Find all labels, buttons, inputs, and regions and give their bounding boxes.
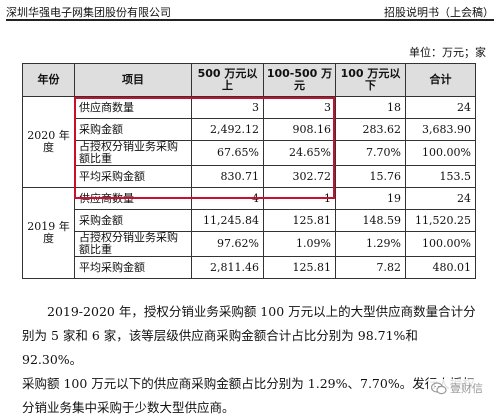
value-cell: 1	[263, 187, 336, 210]
paragraph-line: 2019-2020 年，授权分销业务采购额 100 万元以上的大型供应商数量合计…	[47, 304, 476, 319]
watermark: 壹财信	[428, 379, 486, 397]
item-cell: 供应商数量	[74, 187, 192, 210]
table-row: 平均采购金额 830.71 302.72 15.76 153.5	[23, 165, 476, 188]
item-cell: 采购金额	[74, 209, 192, 232]
value-cell: 908.16	[263, 118, 336, 141]
value-cell: 97.62%	[191, 231, 264, 257]
value-cell: 7.70%	[335, 140, 406, 166]
table-row: 2020 年度 供应商数量 3 3 18 24	[22, 96, 476, 188]
table-row: 占授权分销业务采购额比重 67.65% 24.65% 7.70% 100.00%	[23, 140, 476, 166]
value-cell: 1.29%	[335, 231, 406, 257]
value-cell: 830.71	[191, 165, 264, 188]
column-header-item: 项目	[74, 63, 192, 97]
table-row: 平均采购金额 2,811.46 125.81 7.82 480.01	[23, 256, 476, 279]
value-cell: 148.59	[335, 209, 406, 232]
table-row: 2019 年度 供应商数量 4 1 19 24	[22, 187, 476, 279]
value-cell: 153.5	[405, 165, 476, 188]
value-cell: 4	[191, 187, 264, 210]
page-header: 深圳华强电子网集团股份有限公司 招股说明书（上会稿）	[6, 2, 494, 20]
paragraph-line: 采购额 100 万元以下的供应商采购金额占比分别为 1.29%、7.70%。发行…	[22, 376, 475, 391]
value-cell: 3,683.90	[405, 118, 476, 141]
value-cell: 15.76	[335, 165, 406, 188]
paragraph-line: 分销业务集中采购于少数大型供应商。	[22, 400, 235, 415]
header-divider	[6, 19, 494, 21]
watermark-text: 壹财信	[450, 382, 483, 395]
value-cell: 125.81	[263, 209, 336, 232]
value-cell: 2,492.12	[191, 118, 264, 141]
value-cell: 24	[405, 187, 476, 210]
table-row: 采购金额 11,245.84 125.81 148.59 11,520.25	[23, 209, 476, 232]
company-name: 深圳华强电子网集团股份有限公司	[6, 6, 171, 19]
column-header-100-500: 100-500 万元	[263, 63, 336, 97]
item-cell: 平均采购金额	[74, 256, 192, 279]
value-cell: 2,811.46	[191, 256, 264, 279]
column-header-over-500: 500 万元以上	[191, 63, 264, 97]
value-cell: 24	[405, 96, 476, 119]
value-cell: 18	[335, 96, 406, 119]
item-cell: 供应商数量	[74, 96, 192, 119]
value-cell: 100.00%	[405, 140, 476, 166]
value-cell: 125.81	[263, 256, 336, 279]
value-cell: 24.65%	[263, 140, 336, 166]
value-cell: 3	[263, 96, 336, 119]
table-row: 采购金额 2,492.12 908.16 283.62 3,683.90	[23, 118, 476, 141]
unit-label: 单位：万元；家	[409, 46, 486, 59]
value-cell: 302.72	[263, 165, 336, 188]
item-cell: 占授权分销业务采购额比重	[74, 231, 192, 257]
value-cell: 1.09%	[263, 231, 336, 257]
column-header-year: 年份	[22, 63, 75, 97]
value-cell: 11,245.84	[191, 209, 264, 232]
document-title: 招股说明书（上会稿）	[384, 6, 494, 19]
value-cell: 7.82	[335, 256, 406, 279]
year-cell: 2019 年度	[22, 187, 75, 279]
table-row: 占授权分销业务采购额比重 97.62% 1.09% 1.29% 100.00%	[23, 231, 476, 257]
value-cell: 67.65%	[191, 140, 264, 166]
value-cell: 283.62	[335, 118, 406, 141]
value-cell: 100.00%	[405, 231, 476, 257]
table-header-row: 年份 项目 500 万元以上 100-500 万元 100 万元以下 合计	[22, 63, 476, 97]
value-cell: 3	[191, 96, 264, 119]
value-cell: 480.01	[405, 256, 476, 279]
column-header-under-100: 100 万元以下	[335, 63, 406, 97]
item-cell: 平均采购金额	[74, 165, 192, 188]
item-cell: 占授权分销业务采购额比重	[74, 140, 192, 166]
wechat-icon	[431, 381, 447, 394]
paragraph-line: 别为 5 家和 6 家，该等层级供应商采购金额合计占比分别为 98.71%和 9…	[22, 328, 418, 367]
value-cell: 19	[335, 187, 406, 210]
body-paragraph: 2019-2020 年，授权分销业务采购额 100 万元以上的大型供应商数量合计…	[22, 300, 482, 420]
item-cell: 采购金额	[74, 118, 192, 141]
year-cell: 2020 年度	[22, 96, 75, 188]
supplier-table: 年份 项目 500 万元以上 100-500 万元 100 万元以下 合计 20…	[22, 63, 476, 279]
column-header-total: 合计	[405, 63, 476, 97]
value-cell: 11,520.25	[405, 209, 476, 232]
